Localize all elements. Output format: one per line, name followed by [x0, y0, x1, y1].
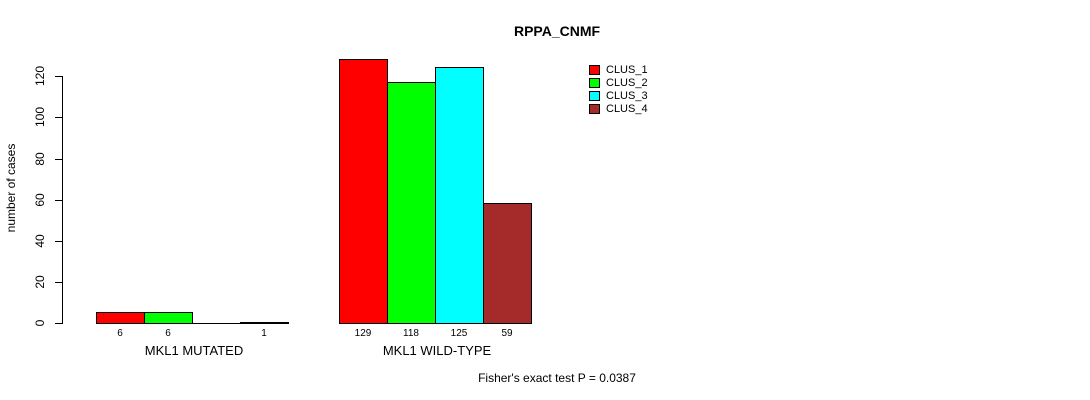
- y-axis-line: [62, 76, 63, 324]
- bar-clus_1-group1: [96, 312, 145, 324]
- y-axis-tick: [55, 76, 62, 77]
- category-label-group2: MKL1 WILD-TYPE: [382, 343, 492, 358]
- y-axis-tick: [55, 323, 62, 324]
- bar-value-label: 118: [403, 328, 419, 339]
- legend-label: CLUS_4: [606, 102, 648, 115]
- annotation-fisher-test: Fisher's exact test P = 0.0387: [478, 371, 636, 385]
- y-axis-label: number of cases: [4, 143, 18, 233]
- bar-value-label: 6: [117, 328, 123, 339]
- bar-value-label: 1: [261, 328, 267, 339]
- y-axis-tick-label: 40: [33, 234, 47, 248]
- bar-clus_1-group2: [339, 59, 388, 324]
- y-axis-tick-label: 0: [33, 319, 47, 327]
- y-axis-tick-label: 120: [33, 65, 47, 87]
- legend-row: CLUS_2: [589, 76, 648, 89]
- y-axis-tick-label: 100: [33, 106, 47, 128]
- bar-value-label: 129: [354, 328, 372, 339]
- legend-row: CLUS_4: [589, 102, 648, 115]
- y-axis-tick: [55, 282, 62, 283]
- bar-clus_4-group1: [240, 322, 289, 324]
- y-axis-tick: [55, 159, 62, 160]
- legend-swatch-clus_2: [589, 77, 600, 88]
- y-axis-tick: [55, 241, 62, 242]
- legend-label: CLUS_2: [606, 76, 648, 89]
- bar-value-label: 6: [165, 328, 171, 339]
- y-axis-tick-label: 20: [33, 275, 47, 289]
- legend-swatch-clus_3: [589, 90, 600, 101]
- y-axis-tick: [55, 117, 62, 118]
- legend-row: CLUS_1: [589, 63, 648, 76]
- bar-value-label: 125: [450, 328, 468, 339]
- legend-swatch-clus_4: [589, 103, 600, 114]
- bar-clus_2-group1: [144, 312, 193, 324]
- chart-title: RPPA_CNMF: [513, 23, 601, 39]
- y-axis-tick-label: 80: [33, 152, 47, 166]
- legend-swatch-clus_1: [589, 64, 600, 75]
- legend-row: CLUS_3: [589, 89, 648, 102]
- y-axis-tick: [55, 200, 62, 201]
- bar-clus_4-group2: [483, 203, 532, 324]
- bar-clus_2-group2: [387, 82, 436, 324]
- legend: CLUS_1 CLUS_2 CLUS_3 CLUS_4: [589, 63, 648, 115]
- legend-label: CLUS_1: [606, 63, 648, 76]
- bar-value-label: 59: [501, 328, 513, 339]
- legend-label: CLUS_3: [606, 89, 648, 102]
- y-axis-tick-label: 60: [33, 193, 47, 207]
- bar-clus_3-group2: [435, 67, 484, 324]
- category-label-group1: MKL1 MUTATED: [144, 343, 244, 358]
